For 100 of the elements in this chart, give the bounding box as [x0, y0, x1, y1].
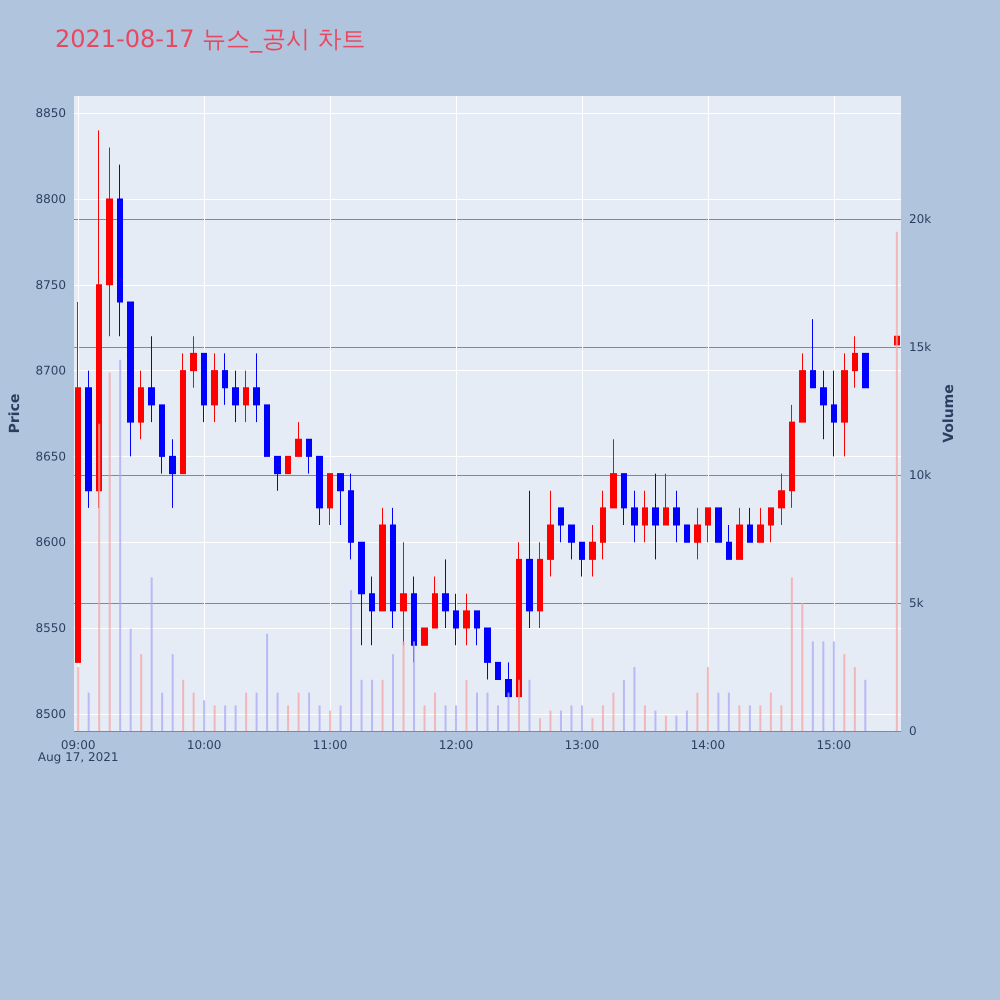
- x-tick-label: 13:00: [564, 738, 600, 752]
- candlestick: [159, 404, 165, 474]
- candlestick: [127, 301, 134, 457]
- candlestick: [810, 318, 816, 388]
- candlestick: [547, 490, 554, 578]
- candlestick: [579, 542, 585, 578]
- bar: [214, 705, 216, 731]
- candlestick: [789, 404, 795, 508]
- bar: [444, 705, 447, 731]
- candlestick: [495, 662, 501, 680]
- bar: [832, 641, 835, 731]
- candlestick: [306, 438, 312, 474]
- candlestick: [253, 352, 260, 423]
- candlestick: [862, 352, 869, 388]
- bar: [466, 680, 468, 731]
- y-axis-title: Price: [7, 394, 23, 434]
- bar: [612, 692, 614, 731]
- bar: [434, 692, 436, 731]
- y2-tick-label: 5k: [909, 596, 924, 610]
- candlestick: [274, 456, 281, 492]
- bar: [560, 710, 562, 731]
- bar: [854, 666, 856, 731]
- bar: [88, 692, 90, 731]
- x-tick-label: 11:00: [312, 738, 348, 752]
- candlestick: [85, 370, 92, 508]
- candlestick: [831, 370, 837, 457]
- candlestick: [222, 352, 228, 406]
- bar: [738, 705, 740, 731]
- bar: [350, 590, 352, 731]
- bar: [675, 716, 678, 731]
- candlestick: [358, 542, 365, 646]
- bar: [717, 692, 720, 731]
- candlestick: [852, 336, 858, 388]
- bar: [203, 700, 206, 731]
- bar: [748, 705, 751, 731]
- y2-tick-label: 15k: [909, 340, 932, 354]
- x-tick-label: 15:00: [816, 738, 852, 752]
- bar: [801, 602, 804, 731]
- candlestick: [348, 473, 354, 560]
- bar: [686, 710, 688, 731]
- bar: [518, 680, 520, 731]
- bar: [172, 654, 174, 731]
- bar: [256, 692, 258, 731]
- candlestick: [369, 576, 375, 646]
- candlestick: [558, 507, 564, 543]
- candlestick: [820, 370, 827, 440]
- bar: [182, 680, 184, 731]
- bar: [896, 232, 898, 731]
- bar: [298, 692, 300, 731]
- bar: [119, 360, 122, 731]
- bar: [759, 705, 762, 731]
- bar: [161, 692, 164, 731]
- bar: [780, 705, 782, 731]
- candlestick: [747, 507, 753, 543]
- bar: [864, 680, 866, 731]
- candlestick: [600, 490, 606, 560]
- candlestick: [673, 490, 680, 543]
- candlestick: [453, 593, 459, 646]
- y2-axis-title: Volume: [941, 384, 958, 443]
- bar: [486, 692, 488, 731]
- bar: [602, 705, 604, 731]
- bar: [392, 654, 394, 731]
- bar: [476, 692, 478, 731]
- candlestick: [432, 576, 438, 629]
- bar: [580, 705, 583, 731]
- bar: [507, 692, 510, 731]
- bar: [843, 654, 846, 731]
- bar: [266, 634, 268, 731]
- candlestick: [841, 352, 848, 457]
- candlestick: [621, 473, 627, 526]
- bar: [150, 577, 153, 731]
- candlestick: [757, 507, 764, 543]
- candlestick: [526, 490, 533, 629]
- candlestick: [390, 507, 396, 629]
- candlestick: [799, 352, 806, 423]
- candlestick: [568, 524, 575, 560]
- bar: [287, 705, 290, 731]
- x-tick-label: 09:00 Aug 17, 2021: [38, 738, 119, 764]
- bar: [234, 705, 237, 731]
- y2-tick-label: 20k: [909, 212, 932, 226]
- bar: [455, 705, 458, 731]
- y2-tick-label: 0: [909, 724, 917, 738]
- candlestick: [316, 456, 323, 526]
- bar: [728, 692, 730, 731]
- bar: [644, 705, 646, 731]
- bar: [622, 680, 625, 731]
- bar: [591, 718, 594, 731]
- bar: [496, 705, 499, 731]
- y-tick-label: 8800: [35, 192, 66, 206]
- candlestick: [327, 473, 333, 526]
- bar: [276, 692, 279, 731]
- candlestick: [138, 370, 144, 440]
- candlestick: [421, 628, 428, 646]
- x-tick-label: 14:00: [690, 738, 726, 752]
- x-tick-label: 10:00: [186, 738, 222, 752]
- bar: [77, 666, 80, 731]
- candlestick: [169, 438, 176, 508]
- bar: [696, 692, 698, 731]
- candlestick: [778, 473, 785, 526]
- y-tick-label: 8600: [35, 535, 66, 550]
